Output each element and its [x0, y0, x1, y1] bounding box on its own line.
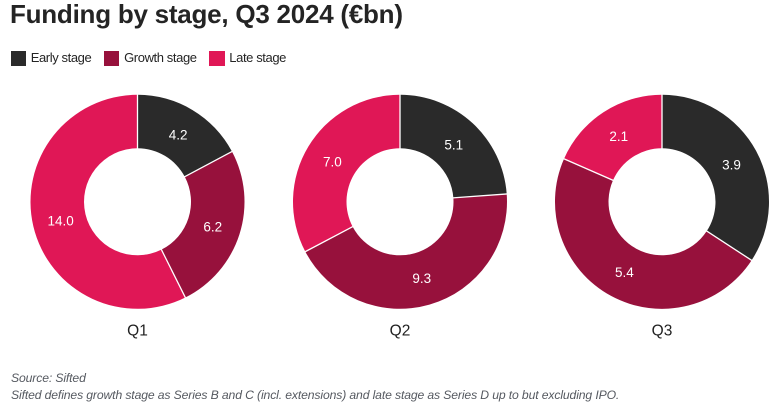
svg-text:9.3: 9.3 [412, 271, 431, 286]
svg-text:14.0: 14.0 [47, 213, 73, 228]
svg-text:5.4: 5.4 [615, 265, 634, 280]
svg-text:3.9: 3.9 [722, 158, 741, 173]
svg-text:Q1: Q1 [127, 322, 148, 339]
svg-text:7.0: 7.0 [323, 155, 342, 170]
svg-text:Q3: Q3 [652, 322, 673, 339]
svg-text:Q2: Q2 [390, 322, 411, 339]
svg-text:2.1: 2.1 [609, 129, 628, 144]
svg-text:4.2: 4.2 [169, 128, 188, 143]
svg-text:5.1: 5.1 [444, 137, 463, 152]
svg-text:6.2: 6.2 [203, 219, 222, 234]
